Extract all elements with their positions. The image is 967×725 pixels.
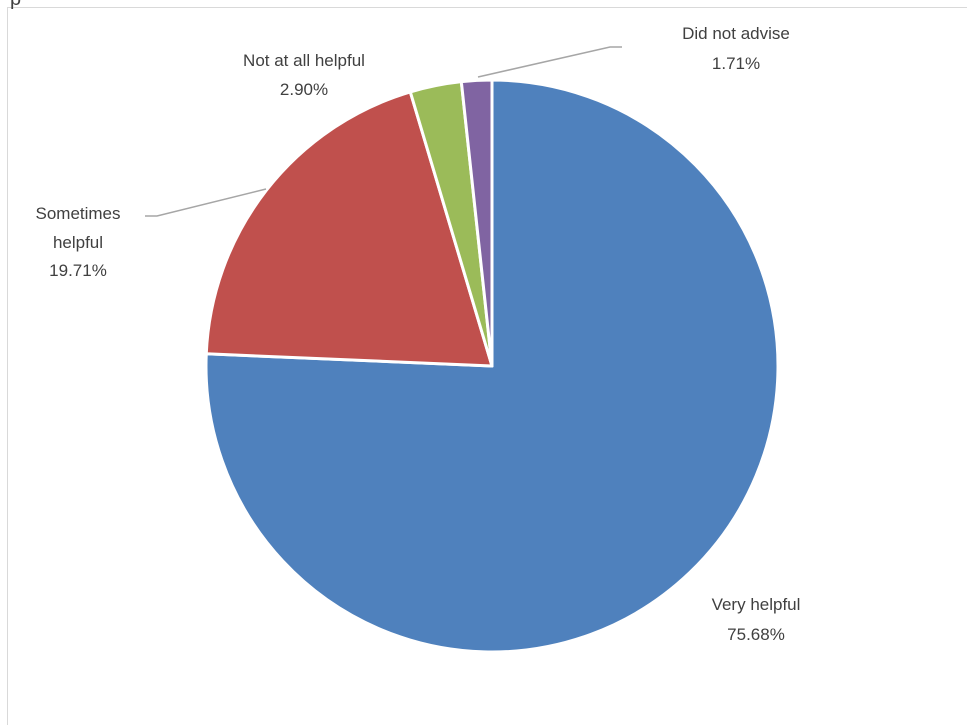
cropped-title-fragment: p [10,0,21,11]
chart-frame [7,7,967,725]
leader-line-sometimes-helpful [145,188,267,217]
data-label-sometimes-helpful-name: Sometimes [35,204,120,223]
data-label-not-at-all-helpful-name: Not at all helpful [243,51,365,70]
data-label-sometimes-helpful-value: 19.71% [49,261,107,280]
data-label-sometimes-helpful-name: helpful [53,233,103,252]
slice-sometimes-helpful [204,90,494,368]
slice-labels: Very helpful 75.68% Sometimes helpful 19.71%… [35,24,800,644]
leader-lines [145,46,622,217]
slice-did-not-advise [459,78,494,368]
data-label-did-not-advise-name: Did not advise [682,24,790,43]
leader-line-did-not-advise [477,46,622,78]
data-label-not-at-all-helpful-value: 2.90% [280,80,328,99]
pie-slices [204,78,780,654]
data-label-very-helpful-value: 75.68% [727,625,785,644]
data-label-did-not-advise-value: 1.71% [712,54,760,73]
data-label-very-helpful-name: Very helpful [712,595,801,614]
